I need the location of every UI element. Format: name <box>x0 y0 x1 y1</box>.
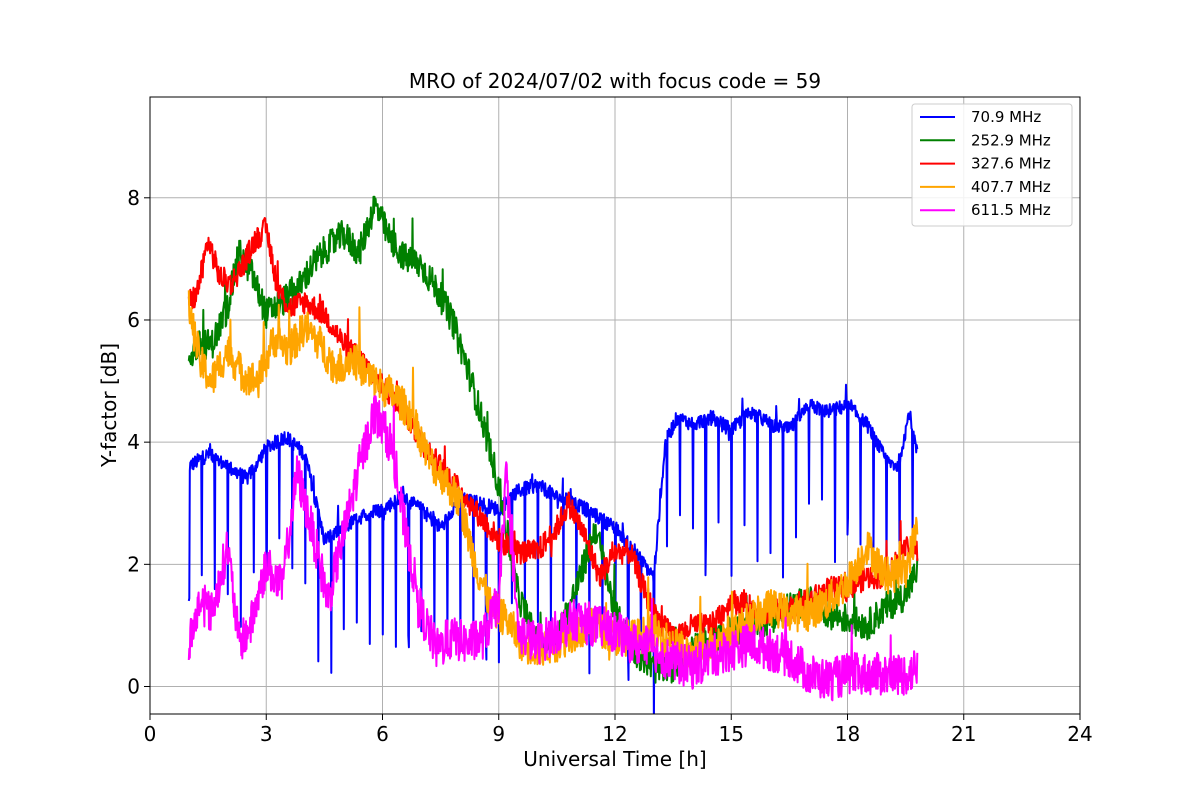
x-tick-label: 9 <box>492 722 505 746</box>
legend: 70.9 MHz 252.9 MHz 327.6 MHz 407.7 MHz 611.5… <box>911 103 1073 227</box>
x-tick-label: 24 <box>1067 722 1092 746</box>
chart-title: MRO of 2024/07/02 with focus code = 59 <box>409 69 821 93</box>
legend-box <box>911 103 1073 227</box>
x-tick-label: 15 <box>719 722 744 746</box>
x-axis-title: Universal Time [h] <box>523 747 706 771</box>
series-line-4 <box>187 290 919 674</box>
y-tick-label: 8 <box>127 186 140 210</box>
y-tick-label: 2 <box>127 552 140 576</box>
legend-label-4: 407.7 MHz <box>971 178 1051 196</box>
series-line-5 <box>187 395 919 702</box>
y-tick-label: 6 <box>127 308 140 332</box>
legend-label-1: 70.9 MHz <box>971 108 1041 126</box>
legend-label-5: 611.5 MHz <box>971 201 1051 219</box>
x-tick-label: 18 <box>835 722 860 746</box>
x-tick-label: 6 <box>376 722 389 746</box>
x-tick-label: 21 <box>951 722 976 746</box>
series-layer <box>187 195 919 714</box>
x-tick-label: 3 <box>260 722 273 746</box>
y-tick-label: 0 <box>127 675 140 699</box>
x-tick-label: 12 <box>602 722 627 746</box>
x-tick-label: 0 <box>144 722 157 746</box>
series-line-1 <box>187 383 919 714</box>
legend-label-2: 252.9 MHz <box>971 131 1051 149</box>
y-axis-title: Y-factor [dB] <box>97 343 121 468</box>
y-tick-label: 4 <box>127 430 140 454</box>
legend-label-3: 327.6 MHz <box>971 155 1051 173</box>
